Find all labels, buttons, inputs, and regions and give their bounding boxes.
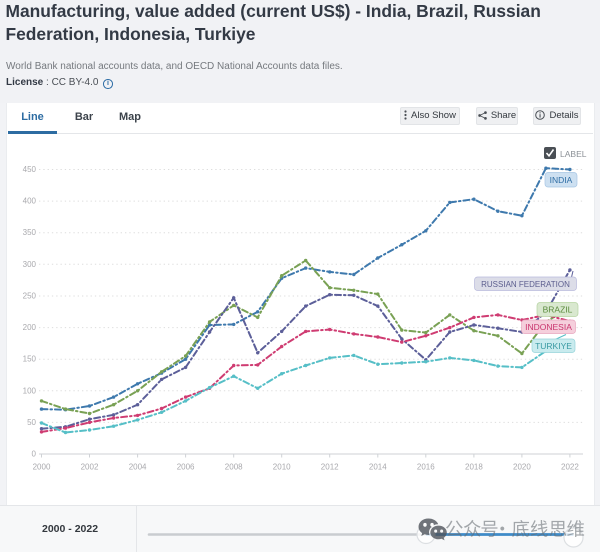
svg-text:2020: 2020 — [513, 463, 531, 472]
svg-text:250: 250 — [23, 292, 37, 301]
svg-text:2002: 2002 — [81, 463, 99, 472]
svg-text:2012: 2012 — [321, 463, 339, 472]
svg-text:INDONESIA: INDONESIA — [525, 322, 572, 332]
svg-text:2010: 2010 — [273, 463, 291, 472]
svg-text:200: 200 — [23, 323, 37, 332]
svg-text:0: 0 — [32, 450, 37, 459]
svg-text:100: 100 — [23, 386, 37, 395]
svg-text:2016: 2016 — [417, 463, 435, 472]
svg-text:2018: 2018 — [465, 463, 483, 472]
svg-text:2000: 2000 — [33, 463, 51, 472]
svg-text:350: 350 — [23, 228, 37, 237]
svg-text:300: 300 — [23, 260, 37, 269]
svg-text:400: 400 — [23, 197, 37, 206]
svg-text:LABEL: LABEL — [560, 149, 587, 159]
svg-text:450: 450 — [23, 165, 37, 174]
svg-text:150: 150 — [23, 355, 37, 364]
svg-text:2006: 2006 — [177, 463, 195, 472]
svg-text:INDIA: INDIA — [550, 175, 573, 185]
svg-text:BRAZIL: BRAZIL — [543, 305, 573, 315]
svg-text:2022: 2022 — [561, 463, 579, 472]
svg-text:2008: 2008 — [225, 463, 243, 472]
svg-text:2014: 2014 — [369, 463, 387, 472]
svg-text:2004: 2004 — [129, 463, 147, 472]
svg-text:TURKIYE: TURKIYE — [535, 341, 572, 351]
svg-text:RUSSIAN FEDERATION: RUSSIAN FEDERATION — [481, 280, 570, 289]
svg-text:50: 50 — [27, 418, 36, 427]
